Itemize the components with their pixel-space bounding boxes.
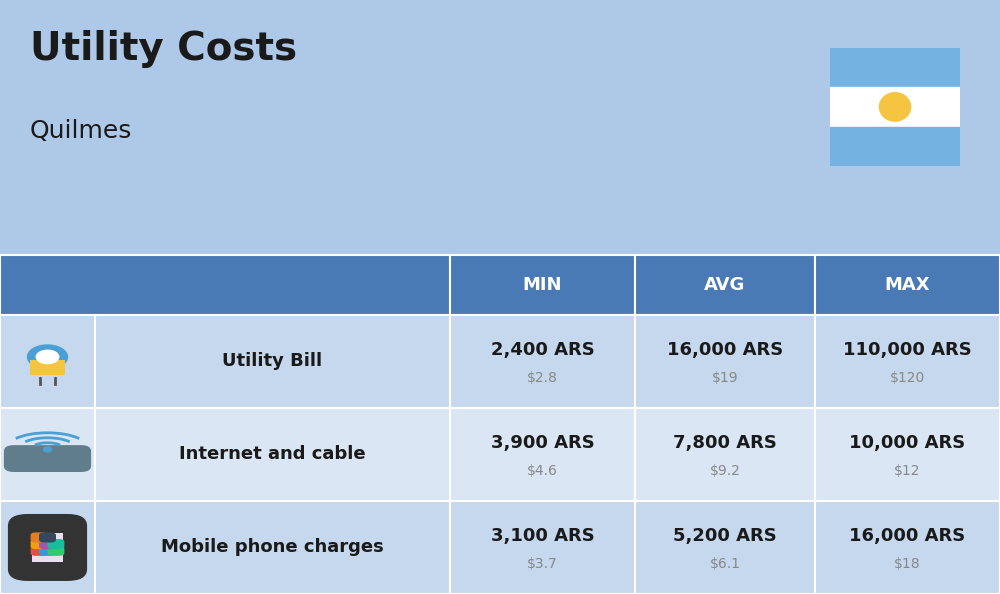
Text: $4.6: $4.6 [527,464,558,478]
Circle shape [27,345,68,369]
Text: $18: $18 [894,557,921,571]
FancyBboxPatch shape [95,315,450,408]
Text: Mobile phone charges: Mobile phone charges [161,539,384,557]
Text: 7,800 ARS: 7,800 ARS [673,434,777,452]
FancyBboxPatch shape [815,501,1000,594]
Text: MIN: MIN [523,276,562,294]
FancyBboxPatch shape [95,408,450,501]
FancyBboxPatch shape [635,315,815,408]
Text: $120: $120 [890,371,925,385]
FancyBboxPatch shape [815,408,1000,501]
Bar [830,48,960,87]
FancyBboxPatch shape [635,408,815,501]
FancyBboxPatch shape [31,539,48,549]
FancyBboxPatch shape [450,315,635,408]
Text: 16,000 ARS: 16,000 ARS [667,341,783,359]
Bar [830,87,960,127]
Text: AVG: AVG [704,276,746,294]
FancyBboxPatch shape [47,546,64,556]
FancyBboxPatch shape [95,501,450,594]
FancyBboxPatch shape [635,255,815,315]
FancyBboxPatch shape [31,546,48,556]
FancyBboxPatch shape [32,532,63,563]
FancyBboxPatch shape [0,255,450,315]
FancyBboxPatch shape [815,255,1000,315]
Text: $6.1: $6.1 [710,557,740,571]
FancyBboxPatch shape [4,445,91,472]
Text: $9.2: $9.2 [710,464,740,478]
Text: $19: $19 [712,371,738,385]
FancyBboxPatch shape [39,539,56,549]
FancyBboxPatch shape [0,315,95,408]
Text: 3,900 ARS: 3,900 ARS [491,434,594,452]
Bar [830,127,960,166]
Text: $12: $12 [894,464,921,478]
Text: 110,000 ARS: 110,000 ARS [843,341,972,359]
FancyBboxPatch shape [31,532,48,542]
FancyBboxPatch shape [635,501,815,594]
Text: Quilmes: Quilmes [30,119,132,143]
FancyBboxPatch shape [0,408,95,501]
Text: Internet and cable: Internet and cable [179,446,366,463]
Text: 10,000 ARS: 10,000 ARS [849,434,966,452]
Text: 3,100 ARS: 3,100 ARS [491,527,594,545]
Text: 5,200 ARS: 5,200 ARS [673,527,777,545]
FancyBboxPatch shape [0,501,95,594]
Text: Utility Bill: Utility Bill [222,352,323,370]
FancyBboxPatch shape [39,532,56,542]
FancyBboxPatch shape [450,255,635,315]
FancyBboxPatch shape [815,315,1000,408]
FancyBboxPatch shape [30,360,65,375]
Text: MAX: MAX [885,276,930,294]
Text: Utility Costs: Utility Costs [30,30,297,68]
Circle shape [36,350,59,364]
Text: $2.8: $2.8 [527,371,558,385]
FancyBboxPatch shape [8,514,87,581]
FancyBboxPatch shape [39,546,56,556]
Text: 2,400 ARS: 2,400 ARS [491,341,594,359]
Text: 16,000 ARS: 16,000 ARS [849,527,966,545]
Circle shape [879,93,911,121]
FancyBboxPatch shape [450,408,635,501]
Text: $3.7: $3.7 [527,557,558,571]
FancyBboxPatch shape [47,539,64,549]
Circle shape [43,447,52,452]
FancyBboxPatch shape [450,501,635,594]
